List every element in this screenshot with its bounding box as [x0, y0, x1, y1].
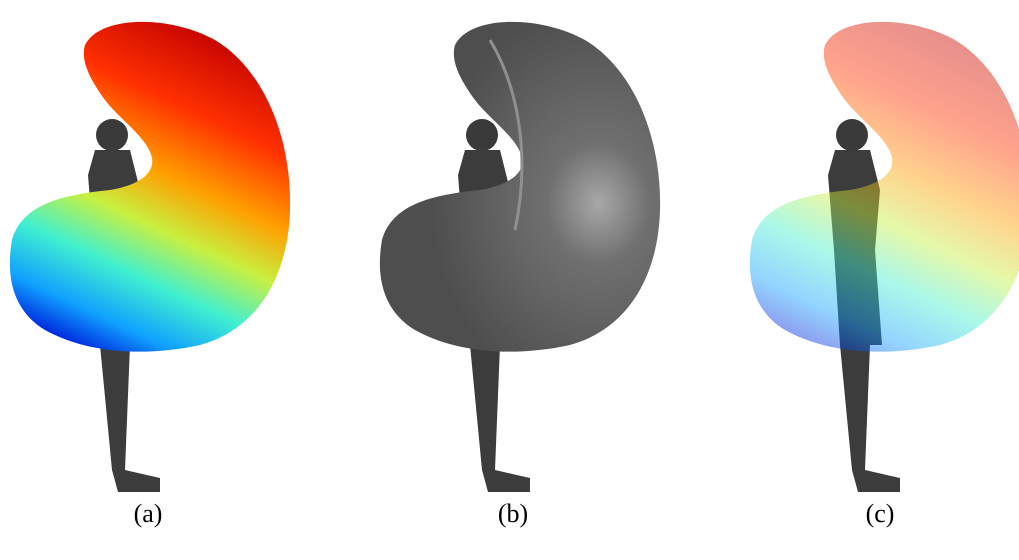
panel-label: (a) [134, 499, 163, 528]
page: (a) (b) (c) (() => { const data = JSON.p… [0, 0, 1019, 560]
panel-c: (c) [750, 22, 1019, 528]
panel-b: (b) [380, 22, 660, 528]
panel-label: (c) [866, 499, 895, 528]
panel-a: (a) [10, 22, 290, 528]
colored-surface [10, 22, 290, 352]
transparent-surface [750, 22, 1019, 352]
figure: (a) (b) (c) [0, 0, 1019, 560]
panel-label: (b) [498, 499, 528, 528]
